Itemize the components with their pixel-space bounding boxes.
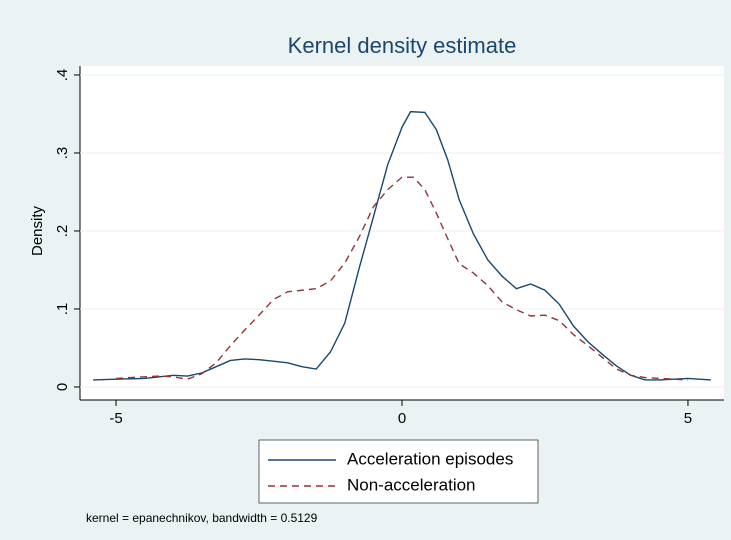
density-line bbox=[115, 176, 689, 381]
chart-title: Kernel density estimate bbox=[288, 33, 517, 58]
y-tick-label: .1 bbox=[54, 303, 71, 316]
x-tick-label: 5 bbox=[684, 410, 692, 427]
legend-label: Acceleration episodes bbox=[347, 449, 513, 468]
y-tick-label: .2 bbox=[54, 225, 71, 238]
x-tick-label: -5 bbox=[109, 410, 122, 427]
legend-label: Non-acceleration bbox=[347, 475, 476, 494]
legend bbox=[258, 439, 539, 504]
x-tick-label: 0 bbox=[398, 410, 406, 427]
plot-area bbox=[80, 66, 724, 400]
y-axis-label: Density bbox=[29, 205, 46, 256]
density-line bbox=[93, 110, 711, 381]
y-tick-label: .4 bbox=[54, 69, 71, 82]
note: kernel = epanechnikov, bandwidth = 0.512… bbox=[86, 511, 318, 525]
y-tick-label: .3 bbox=[54, 147, 71, 160]
y-tick-label: 0 bbox=[54, 383, 71, 391]
